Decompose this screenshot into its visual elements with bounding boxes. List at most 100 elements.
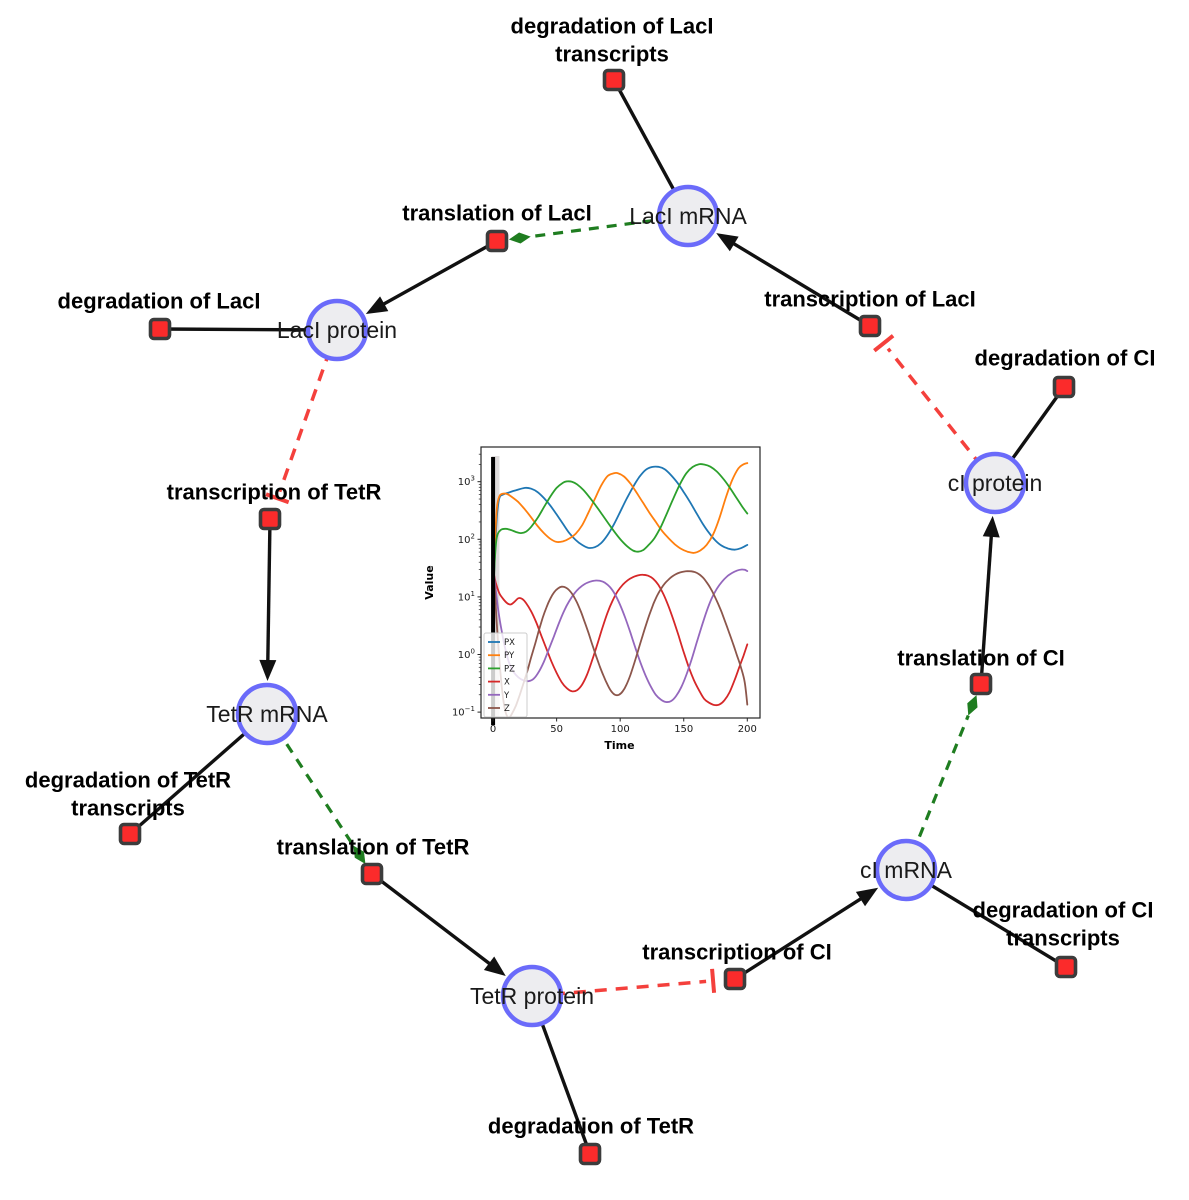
arrowhead-icon	[259, 659, 277, 682]
y-tick-label: 102	[458, 532, 475, 546]
species-label-ci-mrna: cI mRNA	[860, 857, 953, 883]
species-label-laci-protein: LacI protein	[277, 317, 397, 343]
reaction-node-deg-ci-tx[interactable]	[1054, 955, 1078, 979]
reaction-label-deg-laci-tx: degradation of LacI	[511, 14, 714, 39]
edge-transl-ci-ci-protein	[979, 515, 1000, 685]
reaction-node-transl-laci[interactable]	[485, 229, 509, 253]
arrowhead-icon	[483, 956, 506, 976]
reaction-label-deg-laci-tx-line2: transcripts	[555, 42, 669, 67]
reaction-node-txn-tetr[interactable]	[258, 507, 282, 531]
x-tick-label: 100	[611, 724, 630, 735]
edge-txn-tetr-tetr-mrna-line	[265, 518, 272, 670]
modifier-diamond-icon	[967, 695, 978, 716]
species-node-laci-mrna[interactable]	[656, 184, 720, 248]
x-tick-label: 0	[490, 724, 496, 735]
species-label-tetr-protein: TetR protein	[470, 983, 594, 1009]
arrowhead-icon	[716, 233, 739, 252]
reaction-label-deg-ci-tx: degradation of CI	[973, 898, 1154, 923]
legend-label-PY: PY	[504, 651, 515, 661]
arrowhead-icon	[855, 887, 879, 907]
reaction-label-deg-ci-tx-line2: transcripts	[1006, 926, 1120, 951]
labels-layer: LacI mRNA LacI protein TetR mRNA TetR prote…	[25, 14, 1156, 1139]
reaction-label-deg-laci: degradation of LacI	[58, 289, 261, 314]
species-label-laci-mrna: LacI mRNA	[629, 203, 747, 229]
reaction-label-deg-tetr-tx-line2: transcripts	[71, 796, 185, 821]
legend-frame	[483, 632, 528, 718]
edge-txn-tetr-tetr-mrna	[259, 518, 277, 682]
edge-transl-laci-laci-protein	[365, 239, 498, 314]
reaction-label-transl-tetr: translation of TetR	[277, 835, 470, 860]
series-PX	[493, 465, 749, 575]
y-tick-label: 103	[458, 475, 475, 489]
species-node-laci-protein[interactable]	[305, 298, 369, 362]
species-node-ci-protein[interactable]	[963, 451, 1027, 515]
modifier-diamond-icon	[508, 232, 531, 244]
species-node-tetr-mrna[interactable]	[235, 682, 299, 746]
edge-transl-tetr-tetr-protein	[370, 872, 506, 976]
reaction-node-txn-ci[interactable]	[723, 967, 747, 991]
legend-label-X: X	[504, 678, 510, 688]
nodes-layer	[118, 68, 1078, 1166]
series-PZ	[493, 463, 749, 581]
chart-legend: PX PY PZ XYZ	[483, 632, 528, 718]
reaction-node-deg-tetr[interactable]	[578, 1142, 602, 1166]
legend-label-Y: Y	[503, 691, 510, 701]
legend-label-PZ: PZ	[504, 664, 515, 674]
inhibition-tbar-icon	[873, 334, 895, 353]
reaction-label-txn-ci: transcription of CI	[642, 940, 831, 965]
reaction-label-txn-tetr: transcription of TetR	[167, 480, 382, 505]
inhibition-tbar-icon	[710, 968, 717, 993]
reaction-node-deg-tetr-tx[interactable]	[118, 822, 142, 846]
reaction-label-deg-tetr-tx: degradation of TetR	[25, 768, 231, 793]
reaction-node-transl-ci[interactable]	[969, 672, 993, 696]
legend-item-X: X	[488, 678, 510, 688]
series-PY	[493, 462, 749, 571]
y-tick-label: 101	[458, 590, 475, 604]
reaction-label-transl-ci: translation of CI	[897, 646, 1064, 671]
legend-item-PZ: PZ	[488, 664, 515, 674]
edges-layer	[128, 79, 1067, 1155]
edge-transl-laci-laci-protein-line	[375, 239, 498, 310]
x-tick-label: 200	[738, 724, 757, 735]
reaction-node-deg-laci[interactable]	[148, 317, 172, 341]
edge-txn-ci-ci-mrna	[734, 887, 879, 981]
x-tick-label: 150	[674, 724, 693, 735]
x-axis-label: Time	[604, 739, 634, 752]
y-tick-label: 10−1	[452, 705, 475, 719]
y-axis-label: Value	[423, 565, 436, 599]
reaction-label-transl-laci: translation of LacI	[402, 201, 591, 226]
edge-transl-ci-ci-protein-line	[979, 527, 994, 685]
reaction-node-transl-tetr[interactable]	[360, 862, 384, 886]
legend-item-Y: Y	[488, 691, 510, 701]
reaction-label-txn-laci: transcription of LacI	[764, 287, 975, 312]
edge-txn-laci-laci-mrna-line	[725, 237, 871, 328]
legend-label-Z: Z	[504, 704, 510, 714]
time-course-plot: 0 50 100 150 20010310210110010−1TimeValuePXP…	[423, 446, 761, 752]
legend-label-PX: PX	[504, 638, 515, 648]
species-label-ci-protein: cI protein	[948, 470, 1043, 496]
arrowhead-icon	[982, 515, 1000, 538]
reaction-node-deg-laci-tx[interactable]	[602, 68, 626, 92]
x-tick-label: 50	[550, 724, 563, 735]
reaction-label-deg-tetr: degradation of TetR	[488, 1114, 694, 1139]
species-label-tetr-mrna: TetR mRNA	[206, 701, 328, 727]
arrowhead-icon	[365, 296, 389, 314]
edge-txn-ci-ci-mrna-line	[734, 892, 869, 981]
y-tick-label: 100	[458, 647, 475, 661]
reaction-node-deg-ci[interactable]	[1052, 375, 1076, 399]
axis-ticks: 0 50 100 150 200 103 102 101 100 10−1	[452, 453, 757, 735]
reaction-node-txn-laci[interactable]	[858, 314, 882, 338]
species-node-tetr-protein[interactable]	[500, 964, 564, 1028]
legend-item-PY: PY	[488, 651, 515, 661]
legend-item-PX: PX	[488, 638, 515, 648]
inhibition-tbar-icon	[265, 492, 290, 505]
edge-txn-laci-laci-mrna	[716, 233, 871, 328]
series-Y	[492, 568, 749, 703]
reaction-label-deg-ci: degradation of CI	[975, 346, 1156, 371]
species-node-ci-mrna[interactable]	[874, 838, 938, 902]
legend-item-Z: Z	[488, 704, 510, 714]
modifier-diamond-icon	[353, 845, 366, 864]
edge-transl-tetr-tetr-protein-line	[370, 872, 498, 971]
